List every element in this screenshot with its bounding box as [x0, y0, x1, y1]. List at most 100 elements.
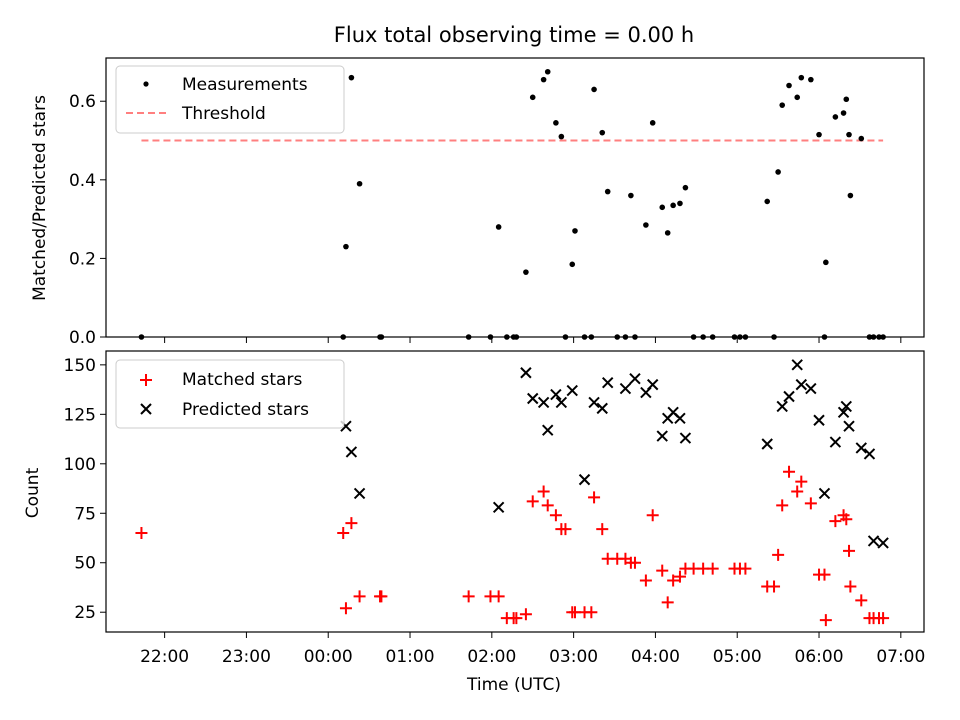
- measurement-point: [709, 334, 716, 340]
- bottom-panel-frame: [105, 350, 925, 633]
- measurement-point: [540, 76, 547, 83]
- matched-star-point: [353, 590, 366, 603]
- predicted-star-point: [837, 406, 850, 419]
- measurements-points: [138, 68, 886, 340]
- predicted-star-point: [492, 501, 505, 514]
- x-tick-label: 01:00: [386, 647, 435, 667]
- predicted-star-point: [783, 390, 795, 403]
- predicted-star-point: [527, 392, 539, 405]
- matched-star-point: [804, 497, 817, 510]
- measurement-point: [866, 334, 873, 340]
- predicted-star-point: [345, 446, 358, 458]
- y-tick-label: 0.4: [69, 171, 96, 191]
- predicted-stars-points: [340, 359, 889, 549]
- matched-star-point: [628, 556, 641, 569]
- predicted-star-point: [550, 388, 562, 401]
- predicted-star-point: [674, 412, 686, 424]
- predicted-star-point: [761, 438, 773, 450]
- matched-star-point: [661, 596, 674, 609]
- matched-star-point: [818, 568, 831, 581]
- bottom-y-axis: 25 50 75 100 125 150: [64, 356, 106, 623]
- measurement-point: [682, 184, 689, 191]
- measurement-point: [779, 102, 786, 108]
- x-axis-label: Time (UTC): [466, 675, 561, 695]
- measurement-point: [880, 334, 886, 340]
- measurement-point: [794, 94, 801, 101]
- measurement-point: [529, 94, 536, 101]
- bottom-legend-box: [115, 359, 345, 429]
- predicted-star-point: [520, 367, 532, 379]
- matched-star-point: [519, 608, 532, 621]
- predicted-star-point: [601, 376, 614, 389]
- matched-star-point: [840, 513, 853, 526]
- x-tick-label: 02:00: [467, 647, 516, 667]
- matched-star-point: [819, 614, 832, 627]
- top-legend-box: [115, 65, 345, 134]
- predicted-star-point: [829, 436, 842, 448]
- matched-star-point: [375, 590, 388, 603]
- y-tick-label: 0.2: [69, 249, 96, 269]
- x-tick-label: 07:00: [876, 647, 925, 667]
- matched-star-point: [537, 485, 550, 498]
- matched-star-point: [795, 475, 808, 488]
- y-tick-label: 25: [74, 603, 96, 623]
- chart-title: Flux total observing time = 0.00 h: [334, 23, 694, 47]
- predicted-star-point: [867, 535, 880, 547]
- measurement-point: [821, 334, 828, 340]
- measurement-point: [659, 204, 666, 211]
- bottom-panel: 25 50 75 100 125 150 22:00 23:00 00:00 01:00 02:0…: [23, 350, 925, 667]
- matched-star-point: [783, 465, 796, 478]
- measurement-point: [846, 131, 852, 138]
- measurement-point: [798, 74, 805, 81]
- measurement-point: [808, 76, 814, 83]
- measurement-point: [843, 96, 850, 103]
- matched-stars-legend-label: Matched stars: [182, 370, 302, 390]
- predicted-star-point: [843, 420, 855, 432]
- matched-star-point: [337, 527, 350, 540]
- matched-stars-legend-marker: [140, 374, 152, 386]
- measurement-point: [677, 200, 683, 207]
- predicted-star-point: [840, 400, 852, 413]
- matched-star-point: [855, 594, 868, 607]
- top-y-axis-label: Matched/Predicted stars: [30, 95, 50, 301]
- y-tick-label: 0.0: [69, 328, 96, 348]
- measurement-point: [544, 68, 551, 75]
- measurement-point: [649, 120, 656, 126]
- matched-star-point: [673, 570, 686, 583]
- measurement-point: [632, 334, 638, 340]
- measurement-point: [786, 82, 792, 89]
- predicted-star-point: [646, 378, 659, 391]
- measurement-point: [356, 180, 363, 187]
- x-tick-label: 00:00: [304, 647, 353, 667]
- matched-star-point: [492, 590, 505, 603]
- measurement-point: [572, 228, 578, 234]
- matched-star-point: [541, 499, 554, 512]
- matched-star-point: [791, 485, 804, 498]
- x-tick-label: 05:00: [713, 647, 762, 667]
- matched-star-point: [843, 544, 856, 557]
- measurement-point: [558, 133, 565, 140]
- predicted-stars-legend-label: Predicted stars: [182, 400, 309, 420]
- matched-star-point: [776, 499, 789, 512]
- measurement-point: [764, 198, 771, 205]
- y-tick-label: 75: [74, 504, 96, 524]
- matched-star-point: [768, 580, 781, 593]
- predicted-star-point: [353, 487, 366, 500]
- measurement-point: [495, 224, 502, 230]
- measurement-point: [847, 192, 854, 199]
- matched-star-point: [656, 564, 669, 577]
- measurement-point: [604, 188, 611, 195]
- measurement-point: [513, 334, 520, 340]
- matched-star-point: [829, 515, 842, 528]
- predicted-star-point: [791, 359, 803, 371]
- predicted-star-point: [578, 473, 591, 486]
- measurement-point: [523, 269, 529, 275]
- measurement-point: [599, 129, 606, 136]
- predicted-star-point: [679, 432, 692, 444]
- measurement-point: [465, 334, 472, 340]
- matched-star-point: [739, 562, 752, 575]
- measurement-point: [643, 222, 649, 228]
- x-tick-label: 06:00: [795, 647, 844, 667]
- matched-star-point: [549, 509, 562, 522]
- predicted-star-point: [588, 396, 600, 409]
